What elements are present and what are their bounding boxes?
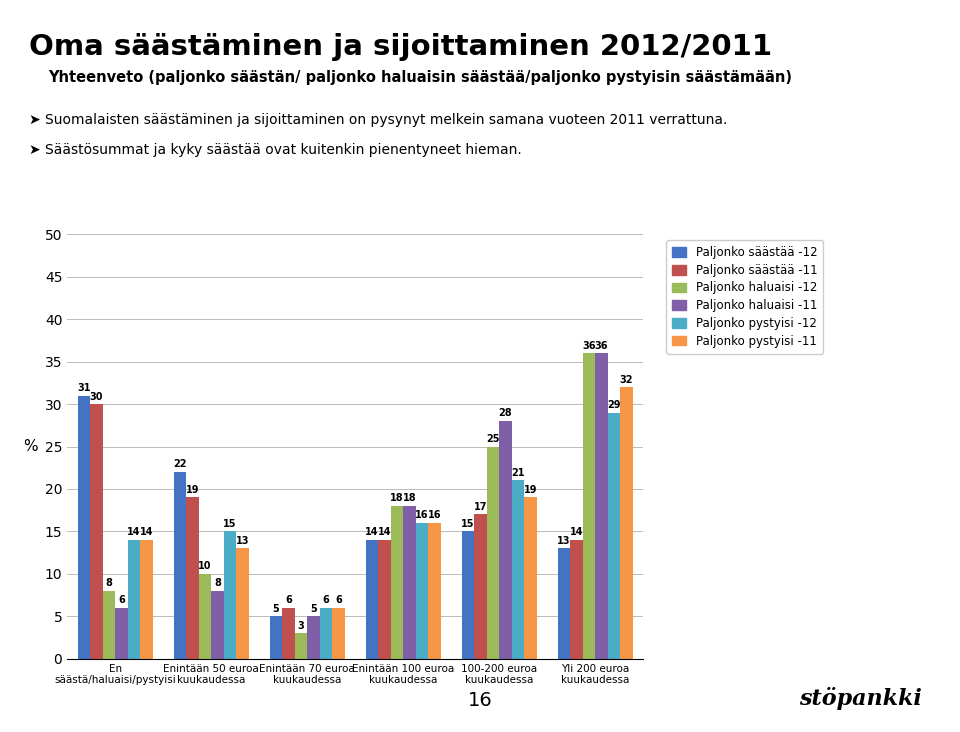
Text: 15: 15 [223,519,237,529]
Text: Yhteenveto (paljonko säästän/ paljonko haluaisin säästää/paljonko pystyisin sääs: Yhteenveto (paljonko säästän/ paljonko h… [48,70,792,84]
Legend: Paljonko säästää -12, Paljonko säästää -11, Paljonko haluaisi -12, Paljonko halu: Paljonko säästää -12, Paljonko säästää -… [666,240,824,354]
Text: 13: 13 [235,536,250,546]
Bar [595,353,608,659]
Text: 18: 18 [402,493,417,504]
Text: 8: 8 [106,578,112,589]
Bar [282,608,295,659]
Bar [416,523,428,659]
Bar [224,531,236,659]
Text: 14: 14 [127,527,141,537]
Text: 5: 5 [273,604,279,614]
Bar [428,523,441,659]
Bar [90,404,103,659]
Bar [103,591,115,659]
Text: 14: 14 [365,527,379,537]
Text: 5: 5 [310,604,317,614]
Text: stöpankki: stöpankki [799,687,922,710]
Text: ➤ Säästösummat ja kyky säästää ovat kuitenkin pienentyneet hieman.: ➤ Säästösummat ja kyky säästää ovat kuit… [29,143,521,157]
Text: 19: 19 [523,485,538,495]
Text: 16: 16 [468,691,492,710]
Text: 25: 25 [486,434,500,444]
Bar [186,498,199,659]
Bar [558,548,570,659]
Text: 30: 30 [89,392,104,402]
Text: 14: 14 [569,527,584,537]
Text: 3: 3 [298,621,304,631]
Text: 10: 10 [198,561,212,572]
Text: 29: 29 [607,400,621,410]
Text: ➤ Suomalaisten säästäminen ja sijoittaminen on pysynyt melkein samana vuoteen 20: ➤ Suomalaisten säästäminen ja sijoittami… [29,113,727,127]
Bar [174,472,186,659]
Bar [78,395,90,659]
Bar [366,540,378,659]
Text: 21: 21 [511,468,525,478]
Bar [307,616,320,659]
Bar [115,608,128,659]
Bar [295,633,307,659]
Text: 16: 16 [427,510,442,520]
Text: 18: 18 [390,493,404,504]
Bar [378,540,391,659]
Text: 32: 32 [619,375,634,384]
Text: Oma säästäminen ja sijoittaminen 2012/2011: Oma säästäminen ja sijoittaminen 2012/20… [29,33,772,61]
Text: 31: 31 [77,383,91,393]
Bar [620,387,633,659]
Bar [570,540,583,659]
Text: 8: 8 [214,578,221,589]
Bar [211,591,224,659]
Bar [199,574,211,659]
Bar [128,540,140,659]
Y-axis label: %: % [23,439,38,454]
Text: 36: 36 [582,340,596,351]
Text: 22: 22 [173,460,187,469]
Text: 6: 6 [335,595,342,605]
Bar [583,353,595,659]
Bar [487,447,499,659]
Text: 14: 14 [377,527,392,537]
Bar [403,506,416,659]
Bar [524,498,537,659]
Bar [140,540,153,659]
Text: 14: 14 [139,527,154,537]
Text: 36: 36 [594,340,609,351]
Text: 28: 28 [498,408,513,419]
Text: 17: 17 [473,502,488,512]
Bar [608,413,620,659]
Text: 13: 13 [557,536,571,546]
Text: 15: 15 [461,519,475,529]
Bar [320,608,332,659]
Bar [474,515,487,659]
Bar [236,548,249,659]
Bar [512,480,524,659]
Bar [499,421,512,659]
Bar [391,506,403,659]
Text: 6: 6 [323,595,329,605]
Text: 19: 19 [185,485,200,495]
Bar [462,531,474,659]
Text: 6: 6 [118,595,125,605]
Bar [332,608,345,659]
Text: 16: 16 [415,510,429,520]
Text: 6: 6 [285,595,292,605]
Bar [270,616,282,659]
